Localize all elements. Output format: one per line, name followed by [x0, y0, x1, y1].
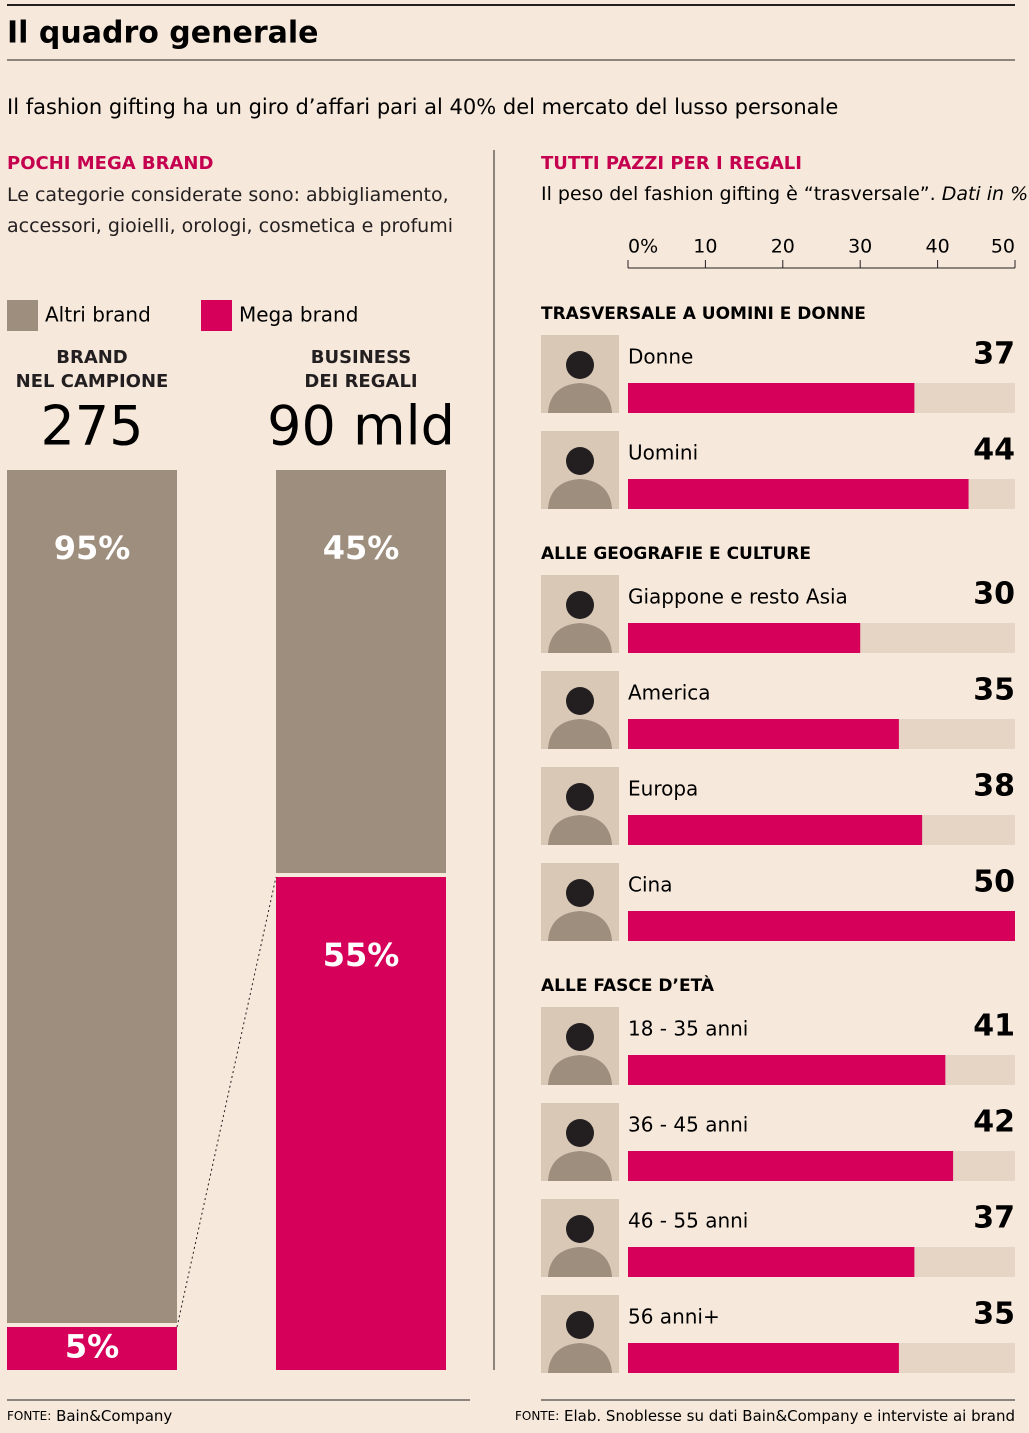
value-label: 37	[973, 337, 1015, 372]
value-label: 5%	[65, 1328, 119, 1366]
legend-label: Mega brand	[239, 303, 358, 327]
value-label: 35	[973, 1297, 1015, 1332]
row-label: Uomini	[628, 441, 698, 465]
row-label: 18 - 35 anni	[628, 1017, 748, 1041]
bar	[628, 815, 923, 845]
x-tick-label: 20	[771, 236, 795, 258]
category-label: BRAND NEL CAMPIONE	[15, 347, 169, 392]
heading: POCHI MEGA BRAND	[7, 153, 213, 174]
value-label: 95%	[54, 529, 131, 567]
bar	[628, 1343, 899, 1373]
note: Dati in %	[942, 183, 1028, 205]
row-label: 36 - 45 anni	[628, 1113, 748, 1137]
x-tick-label: 40	[926, 236, 950, 258]
group-heading: ALLE GEOGRAFIE E CULTURE	[541, 544, 811, 564]
bar	[628, 1247, 915, 1277]
icon	[548, 911, 612, 941]
source: FONTE: Elab. Snoblesse su dati Bain&Comp…	[515, 1407, 1015, 1425]
value-label: 45%	[323, 529, 400, 567]
icon	[548, 1247, 612, 1277]
row-label: Donne	[628, 345, 693, 369]
note: Il peso del fashion gifting è “trasversa…	[541, 183, 1028, 205]
note: Il peso del fashion gifting è “trasversa…	[541, 183, 936, 205]
source-text: Bain&Company	[56, 1407, 172, 1425]
bar	[628, 623, 861, 653]
icon	[548, 479, 612, 509]
bar	[628, 911, 1015, 941]
row-label: America	[628, 681, 711, 705]
row-label: 46 - 55 anni	[628, 1209, 748, 1233]
bar-segment	[276, 877, 446, 1370]
x-tick-label: 30	[848, 236, 872, 258]
value-label: 30	[973, 577, 1015, 612]
bar-segment	[7, 1327, 177, 1370]
icon	[566, 1311, 594, 1339]
icon	[566, 351, 594, 379]
value-label: 42	[973, 1105, 1015, 1140]
value-label: 35	[973, 673, 1015, 708]
source-label: FONTE:	[515, 1409, 559, 1423]
source-text: Elab. Snoblesse su dati Bain&Company e i…	[564, 1407, 1015, 1425]
bar	[628, 479, 969, 509]
source-label: FONTE:	[7, 1409, 51, 1423]
icon	[566, 1119, 594, 1147]
icon	[566, 687, 594, 715]
bar	[628, 383, 915, 413]
value-label: 55%	[323, 936, 400, 974]
note: Le categorie considerate sono: abbigliam…	[7, 184, 453, 237]
icon	[548, 1151, 612, 1181]
icon	[548, 1055, 612, 1085]
value-label: 38	[973, 769, 1015, 804]
connector	[176, 876, 277, 1328]
value-label: 41	[973, 1009, 1015, 1044]
row-label: Cina	[628, 873, 672, 897]
row-label: Europa	[628, 777, 698, 801]
subtitle: Il fashion gifting ha un giro d’affari p…	[7, 95, 838, 119]
bar	[628, 1055, 946, 1085]
x-tick-label: 0%	[628, 236, 658, 258]
icon	[566, 1215, 594, 1243]
bar	[628, 1151, 954, 1181]
row-label: 56 anni+	[628, 1305, 720, 1329]
legend-label: Altri brand	[45, 303, 151, 327]
x-tick-label: 50	[991, 236, 1015, 258]
x-tick-label: 10	[693, 236, 717, 258]
icon	[566, 879, 594, 907]
bar-segment	[7, 470, 177, 1323]
icon	[548, 383, 612, 413]
icon	[548, 815, 612, 845]
bar	[628, 719, 899, 749]
value-label: 37	[973, 1201, 1015, 1236]
category-total: 90 mld	[267, 395, 455, 458]
title: Il quadro generale	[7, 16, 318, 51]
icon	[566, 591, 594, 619]
legend-swatch	[201, 300, 232, 331]
icon	[566, 1023, 594, 1051]
legend-swatch	[7, 300, 38, 331]
icon	[566, 783, 594, 811]
value-label: 44	[973, 433, 1015, 468]
category-total: 275	[40, 395, 143, 458]
icon	[548, 1343, 612, 1373]
row-label: Giappone e resto Asia	[628, 585, 848, 609]
heading: TUTTI PAZZI PER I REGALI	[541, 153, 802, 174]
icon	[548, 719, 612, 749]
icon	[566, 447, 594, 475]
group-heading: ALLE FASCE D’ETÀ	[541, 974, 715, 996]
icon	[548, 623, 612, 653]
value-label: 50	[973, 865, 1015, 900]
group-heading: TRASVERSALE A UOMINI E DONNE	[541, 304, 866, 324]
source: FONTE: Bain&Company	[7, 1407, 172, 1425]
bar-segment	[276, 470, 446, 873]
category-label: BUSINESS DEI REGALI	[304, 347, 418, 392]
